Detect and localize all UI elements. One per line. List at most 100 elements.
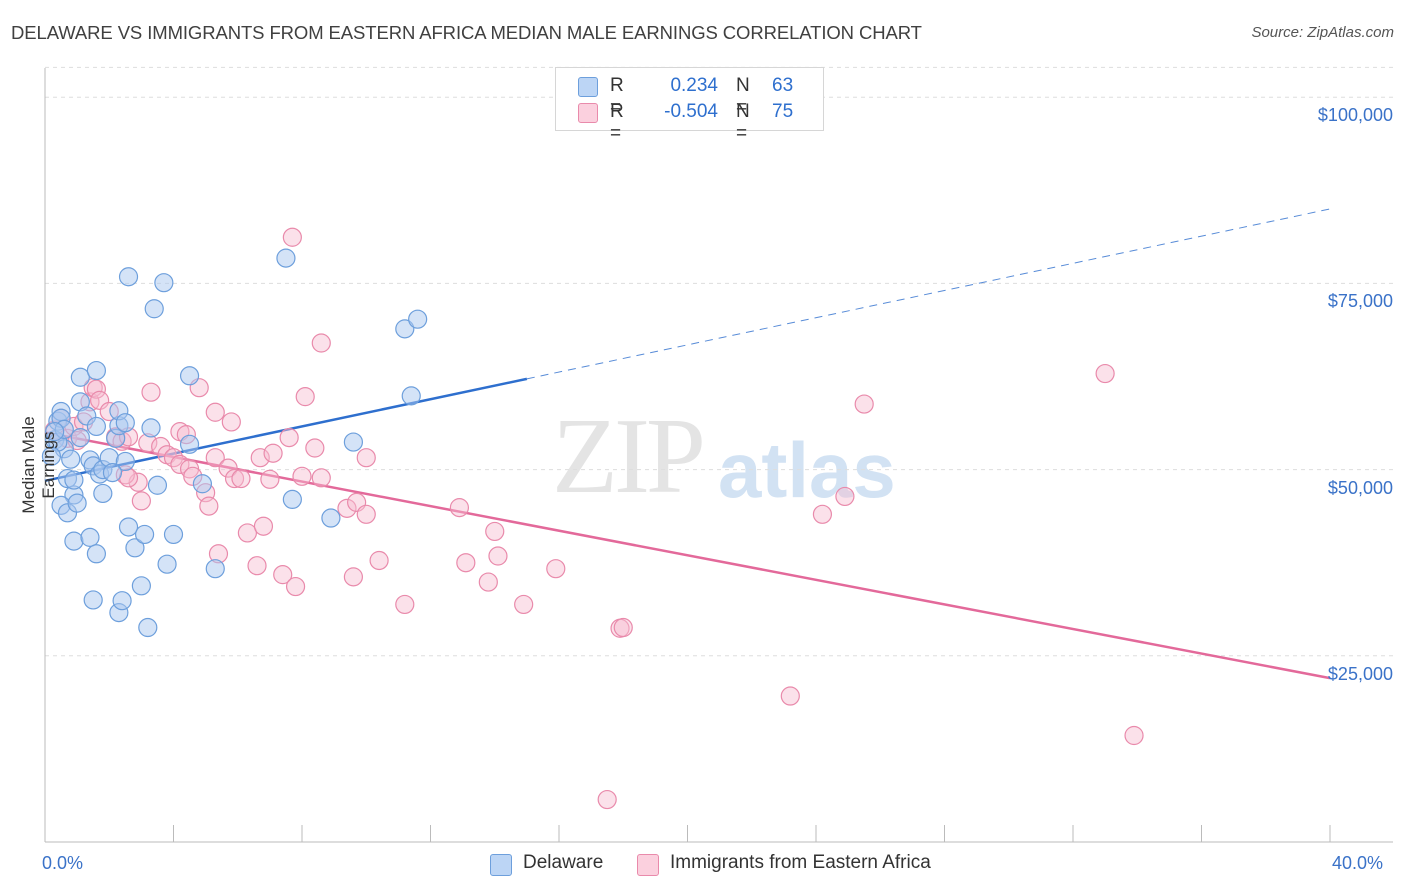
- point-delaware: [93, 483, 113, 504]
- x-tick-label-max: 40.0%: [1332, 853, 1384, 873]
- point-eastern-africa: [131, 491, 151, 511]
- point-delaware: [64, 531, 84, 551]
- y-axis-title: Median Male Earnings: [19, 416, 58, 514]
- point-delaware: [141, 418, 161, 438]
- bottom-legend-label-eastern-africa: Immigrants from Eastern Africa: [670, 852, 931, 873]
- point-eastern-africa: [812, 504, 833, 524]
- point-eastern-africa: [237, 523, 257, 543]
- legend-swatch-eastern-africa: [578, 103, 598, 123]
- chart-title: DELAWARE VS IMMIGRANTS FROM EASTERN AFRI…: [11, 22, 922, 43]
- point-delaware: [102, 462, 123, 483]
- source-credit: Source: ZipAtlas.com: [1251, 24, 1394, 41]
- point-eastern-africa: [597, 789, 617, 810]
- point-eastern-africa: [282, 227, 302, 247]
- point-delaware: [115, 413, 135, 433]
- point-eastern-africa: [285, 576, 306, 597]
- point-delaware: [205, 559, 225, 579]
- point-eastern-africa: [356, 504, 376, 524]
- point-eastern-africa: [546, 559, 566, 579]
- trend-line-eastern-africa: [44, 431, 1331, 680]
- point-delaware: [144, 299, 164, 319]
- legend-n-value: 63: [772, 75, 794, 96]
- point-delaware: [147, 475, 168, 495]
- point-eastern-africa: [514, 594, 534, 615]
- point-eastern-africa: [279, 427, 299, 448]
- legend-r-value: 0.234: [670, 75, 718, 96]
- point-eastern-africa: [449, 498, 470, 518]
- point-delaware: [67, 493, 87, 513]
- point-eastern-africa: [311, 468, 331, 488]
- point-delaware: [115, 451, 135, 472]
- legend-n-label: N =: [736, 75, 750, 118]
- point-delaware: [179, 366, 200, 386]
- point-delaware: [86, 544, 107, 564]
- point-eastern-africa: [356, 448, 376, 468]
- legend-n-value: 75: [772, 101, 794, 122]
- point-eastern-africa: [263, 443, 283, 463]
- point-delaware: [41, 446, 62, 466]
- point-eastern-africa: [292, 466, 312, 486]
- correlation-legend: R = 0.234 N = 63 R = -0.504 N = 75: [555, 67, 824, 144]
- point-delaware: [125, 538, 145, 558]
- point-eastern-africa: [337, 498, 357, 518]
- point-eastern-africa: [273, 565, 293, 585]
- point-eastern-africa: [456, 553, 476, 573]
- point-eastern-africa: [478, 572, 498, 592]
- point-delaware: [118, 517, 139, 537]
- point-delaware: [401, 386, 421, 406]
- point-delaware: [282, 489, 302, 510]
- bottom-legend-swatch-delaware: [490, 854, 512, 876]
- legend-n-label: N =: [736, 101, 750, 144]
- bottom-legend-label-delaware: Delaware: [523, 852, 604, 873]
- point-delaware: [112, 591, 132, 611]
- point-eastern-africa: [1095, 363, 1115, 384]
- point-eastern-africa: [613, 617, 633, 638]
- point-delaware: [179, 434, 200, 454]
- point-delaware: [70, 427, 90, 448]
- y-tick-label: $50,000: [1327, 477, 1393, 498]
- point-eastern-africa: [854, 394, 874, 414]
- point-eastern-africa: [205, 448, 225, 468]
- point-eastern-africa: [311, 333, 331, 353]
- trend-lines: [44, 208, 1331, 680]
- point-delaware: [138, 617, 158, 638]
- point-eastern-africa: [343, 567, 363, 587]
- point-delaware: [118, 267, 139, 287]
- point-delaware: [163, 524, 184, 545]
- point-eastern-africa: [369, 550, 389, 571]
- point-eastern-africa: [295, 387, 315, 407]
- point-eastern-africa: [221, 412, 241, 432]
- trend-line-delaware-projection: [526, 208, 1331, 380]
- point-delaware: [343, 432, 363, 452]
- axes: [44, 68, 1393, 843]
- point-delaware: [192, 474, 213, 494]
- point-eastern-africa: [835, 486, 855, 507]
- point-eastern-africa: [1124, 725, 1144, 746]
- point-eastern-africa: [250, 448, 270, 468]
- y-tick-label: $25,000: [1327, 663, 1393, 684]
- legend-r-label: R =: [610, 75, 624, 118]
- point-eastern-africa: [86, 379, 107, 399]
- point-eastern-africa: [231, 468, 251, 489]
- point-delaware: [134, 524, 155, 545]
- y-tick-label: $100,000: [1317, 105, 1393, 126]
- x-tick-label-min: 0.0%: [42, 853, 84, 873]
- point-delaware: [154, 273, 174, 293]
- point-eastern-africa: [170, 454, 190, 475]
- point-delaware: [131, 576, 151, 596]
- point-eastern-africa: [218, 458, 238, 478]
- point-eastern-africa: [199, 496, 219, 516]
- y-tick-label: $75,000: [1327, 291, 1393, 312]
- point-eastern-africa: [253, 516, 274, 536]
- point-eastern-africa: [260, 469, 280, 489]
- point-delaware: [64, 470, 84, 490]
- point-delaware: [408, 309, 428, 329]
- point-delaware: [276, 248, 296, 268]
- legend-r-value: -0.504: [664, 101, 718, 122]
- point-eastern-africa: [205, 402, 225, 422]
- data-points: [41, 227, 1144, 810]
- point-delaware: [70, 367, 90, 387]
- point-delaware: [45, 422, 65, 442]
- point-eastern-africa: [395, 594, 415, 615]
- point-eastern-africa: [118, 468, 139, 488]
